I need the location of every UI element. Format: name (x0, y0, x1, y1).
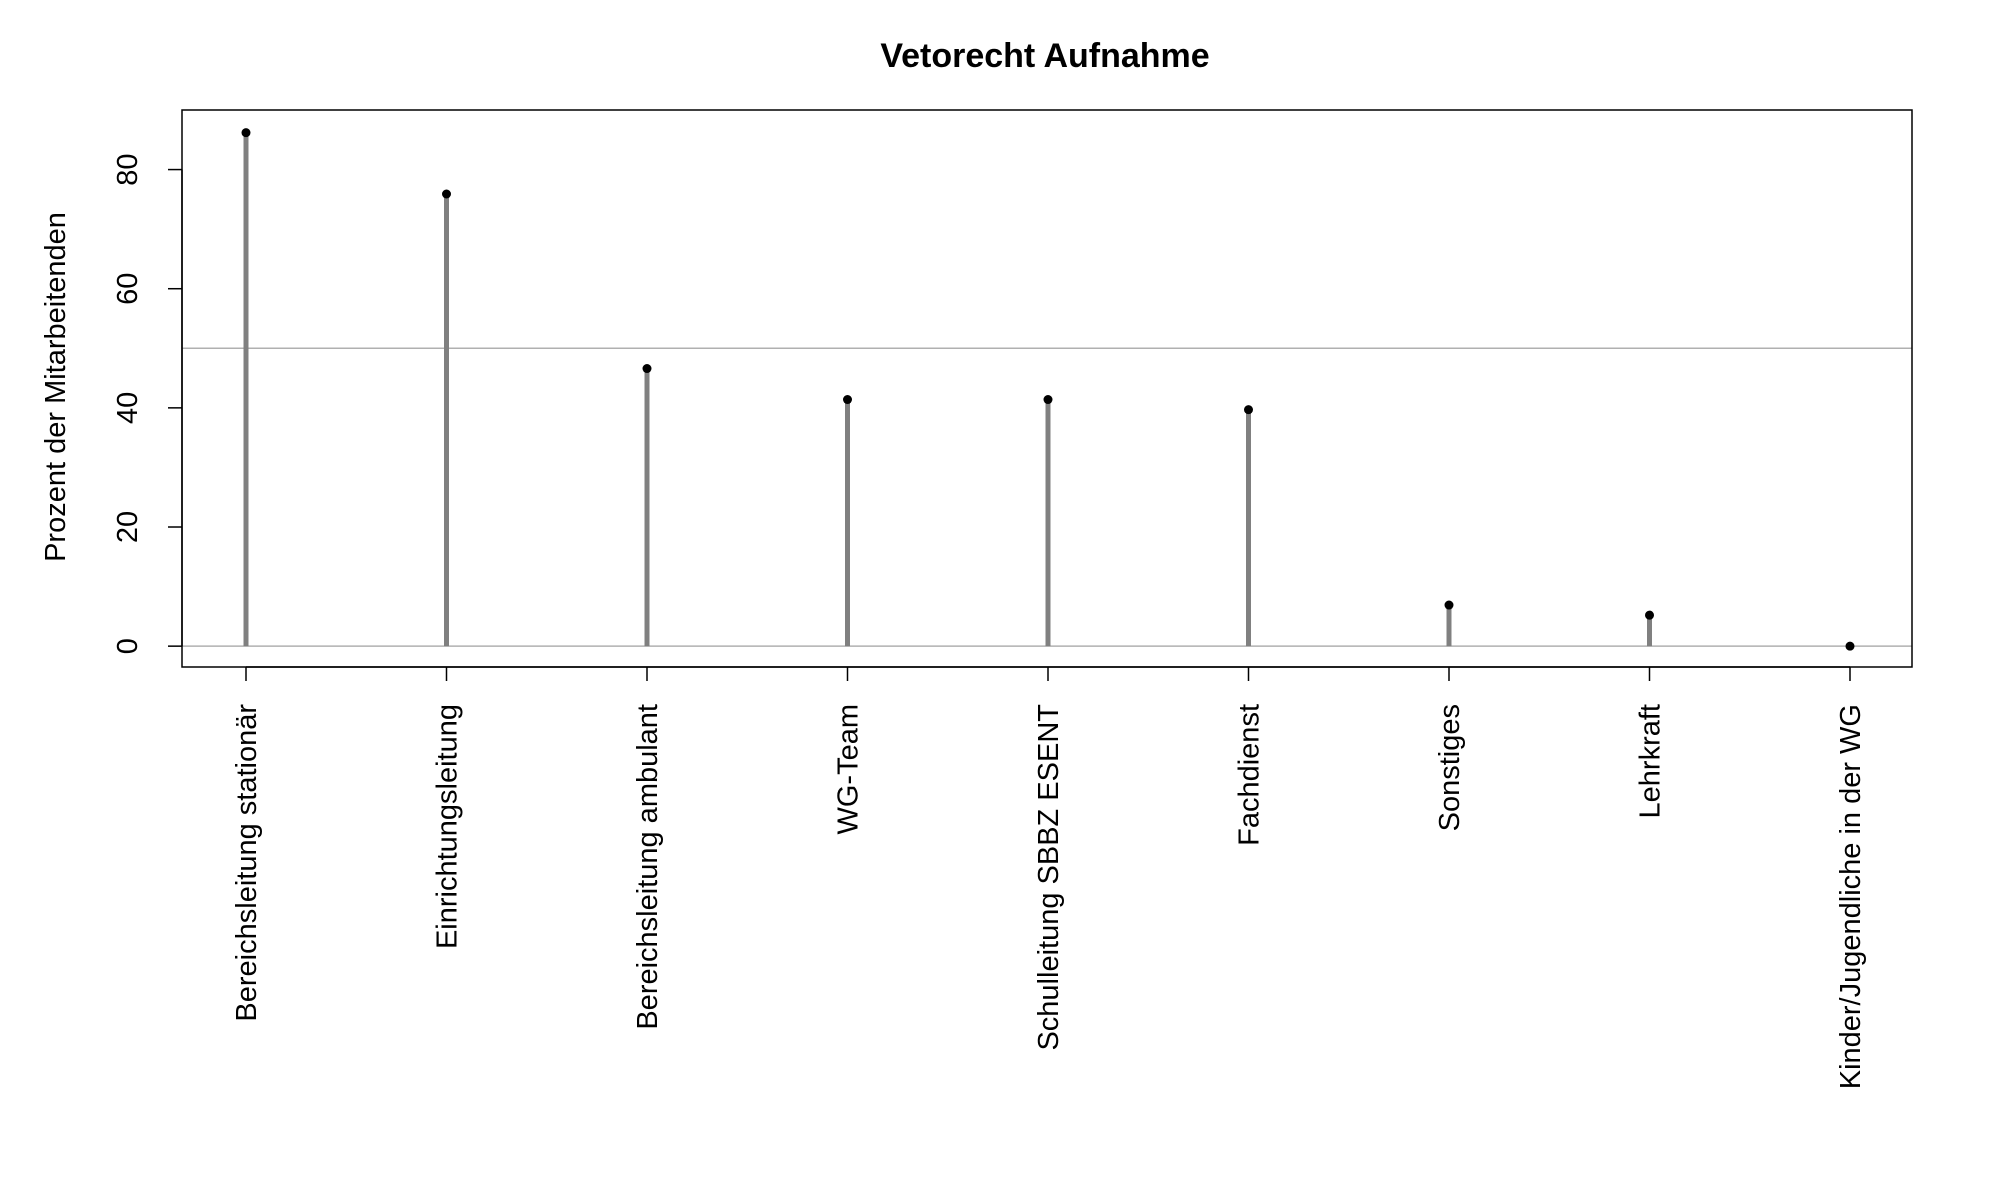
x-tick-label-3: WG-Team (833, 704, 865, 835)
y-axis-label: Prozent der Mitarbeitenden (40, 212, 72, 562)
y-tick-label-0: 0 (112, 638, 144, 654)
y-tick-label-20: 20 (112, 511, 144, 543)
x-tick-label-2: Bereichsleitung ambulant (632, 704, 664, 1030)
data-point-8 (1845, 641, 1855, 651)
x-tick-label-6: Sonstiges (1434, 704, 1466, 831)
y-tick-label-60: 60 (112, 273, 144, 305)
data-point-5 (1244, 405, 1253, 415)
x-axis: Bereichsleitung stationär Einrichtungslei… (231, 666, 1867, 1089)
data-point-2 (642, 364, 652, 374)
data-point-0 (241, 128, 251, 138)
data-point-7 (1645, 610, 1654, 620)
data-point-1 (442, 189, 451, 199)
data-point-4 (1043, 395, 1053, 405)
stems-group (243, 132, 1652, 647)
y-tick-label-40: 40 (112, 392, 144, 424)
y-axis: 0 20 40 60 80 (112, 153, 183, 654)
x-tick-label-8: Kinder/Jugendliche in der WG (1835, 704, 1867, 1089)
x-tick-label-7: Lehrkraft (1635, 704, 1667, 818)
chart-title: Vetorecht Aufnahme (880, 37, 1209, 75)
x-tick-label-0: Bereichsleitung stationär (231, 704, 263, 1022)
x-tick-label-1: Einrichtungsleitung (432, 704, 464, 949)
data-point-6 (1444, 600, 1454, 610)
x-tick-label-5: Fachdienst (1234, 704, 1266, 846)
points-group (241, 128, 1855, 651)
y-tick-label-80: 80 (112, 153, 144, 185)
x-tick-label-4: Schulleitung SBBZ ESENT (1033, 704, 1065, 1051)
data-point-3 (843, 395, 852, 405)
